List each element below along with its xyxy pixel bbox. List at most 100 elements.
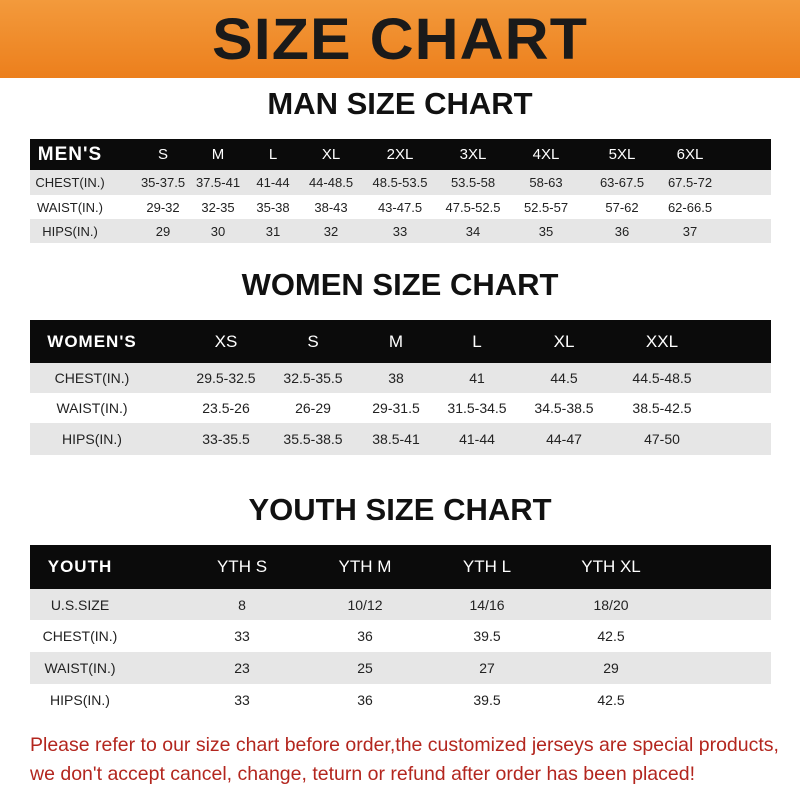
notice-line-2: we don't accept cancel, change, teturn o… xyxy=(30,763,695,785)
table-row: HIPS(IN.) 29 30 31 32 33 34 35 36 37 xyxy=(30,219,771,243)
size-header-cell: 4XL xyxy=(532,146,560,163)
table-row: WAIST(IN.) 23 25 27 29 xyxy=(30,652,771,684)
header-row: MEN'S S M L XL 2XL 3XL 4XL 5XL 6XL xyxy=(30,139,771,170)
size-header-cell: 2XL xyxy=(386,146,414,163)
value-cell: 36 xyxy=(357,628,373,644)
value-cell: 23 xyxy=(234,660,250,676)
value-cell: 62-66.5 xyxy=(667,199,713,215)
size-header-cell: YTH S xyxy=(216,557,268,576)
value-cell: 33-35.5 xyxy=(202,431,250,447)
value-cell: 18/20 xyxy=(593,596,629,613)
value-cell: 42.5 xyxy=(597,692,625,708)
value-cell: 47.5-52.5 xyxy=(445,199,501,215)
value-cell: 63-67.5 xyxy=(599,175,645,190)
size-header-cell: M xyxy=(388,331,404,351)
value-cell: 35.5-38.5 xyxy=(283,431,343,447)
row-label: HIPS(IN.) xyxy=(62,431,122,447)
value-cell: 34 xyxy=(465,223,481,239)
value-cell: 31 xyxy=(265,223,281,239)
value-cell: 34.5-38.5 xyxy=(534,400,594,416)
notice-line-1: Please refer to our size chart before or… xyxy=(30,734,779,756)
row-label: CHEST(IN.) xyxy=(42,628,118,644)
size-chart-banner: SIZE CHART xyxy=(0,0,800,78)
value-cell: 44.5 xyxy=(550,370,578,386)
table-row: CHEST(IN.) 35-37.5 37.5-41 41-44 44-48.5 48.5… xyxy=(30,170,771,195)
value-cell: 36 xyxy=(357,692,373,708)
row-label: WAIST(IN.) xyxy=(44,660,116,676)
row-label: U.S.SIZE xyxy=(50,596,110,613)
value-cell: 32 xyxy=(323,223,339,239)
youth-chart-title: YOUTH SIZE CHART xyxy=(248,492,552,527)
value-cell: 44.5-48.5 xyxy=(632,370,692,386)
table-row: HIPS(IN.) 33-35.5 35.5-38.5 38.5-41 41-44 44-… xyxy=(30,423,771,455)
women-chart-title: WOMEN SIZE CHART xyxy=(241,267,559,302)
value-cell: 48.5-53.5 xyxy=(372,175,428,190)
men-chart-title: MAN SIZE CHART xyxy=(267,86,533,121)
value-cell: 31.5-34.5 xyxy=(447,400,507,416)
value-cell: 57-62 xyxy=(605,199,639,215)
size-header-cell: S xyxy=(307,331,319,351)
value-cell: 37.5-41 xyxy=(195,175,241,190)
row-label: HIPS(IN.) xyxy=(42,223,98,239)
value-cell: 58-63 xyxy=(529,175,563,190)
value-cell: 44-48.5 xyxy=(308,175,354,190)
value-cell: 41 xyxy=(469,370,485,386)
value-cell: 47-50 xyxy=(644,431,680,447)
value-cell: 23.5-26 xyxy=(202,400,250,416)
row-label: CHEST(IN.) xyxy=(54,370,130,386)
table-title-cell: YOUTH xyxy=(47,557,113,576)
table-row: HIPS(IN.) 33 36 39.5 42.5 xyxy=(30,684,771,716)
value-cell: 38.5-41 xyxy=(372,431,420,447)
value-cell: 39.5 xyxy=(473,628,501,644)
size-header-cell: XS xyxy=(214,331,238,351)
value-cell: 35-37.5 xyxy=(140,175,186,190)
table-row: WAIST(IN.) 29-32 32-35 35-38 38-43 43-47.5 47.… xyxy=(30,195,771,219)
value-cell: 42.5 xyxy=(597,628,625,644)
value-cell: 67.5-72 xyxy=(667,175,713,190)
size-header-cell: L xyxy=(268,146,278,163)
value-cell: 44-47 xyxy=(546,431,582,447)
table-row: CHEST(IN.) 29.5-32.5 32.5-35.5 38 41 44.5 44.5… xyxy=(30,363,771,393)
value-cell: 10/12 xyxy=(347,596,383,613)
size-header-cell: L xyxy=(472,331,482,351)
value-cell: 36 xyxy=(614,223,630,239)
value-cell: 14/16 xyxy=(469,596,505,613)
value-cell: 32.5-35.5 xyxy=(283,370,343,386)
value-cell: 37 xyxy=(682,223,698,239)
size-header-cell: XXL xyxy=(645,331,679,351)
size-header-cell: 3XL xyxy=(459,146,487,163)
value-cell: 29 xyxy=(155,223,171,239)
size-header-cell: 6XL xyxy=(676,146,704,163)
value-cell: 26-29 xyxy=(295,400,331,416)
value-cell: 53.5-58 xyxy=(450,175,496,190)
row-label: CHEST(IN.) xyxy=(35,175,105,190)
value-cell: 27 xyxy=(479,660,495,676)
table-row: CHEST(IN.) 33 36 39.5 42.5 xyxy=(30,620,771,652)
header-row: WOMEN'S XS S M L XL XXL xyxy=(30,320,771,363)
value-cell: 35 xyxy=(538,223,554,239)
value-cell: 33 xyxy=(392,223,408,239)
size-header-cell: YTH M xyxy=(338,557,392,576)
row-label: WAIST(IN.) xyxy=(56,400,128,416)
size-header-cell: S xyxy=(157,146,169,163)
size-header-cell: XL xyxy=(321,146,341,163)
value-cell: 29-32 xyxy=(146,199,180,215)
value-cell: 41-44 xyxy=(459,431,495,447)
value-cell: 52.5-57 xyxy=(523,199,569,215)
header-row: YOUTH YTH S YTH M YTH L YTH XL xyxy=(30,545,771,589)
value-cell: 39.5 xyxy=(473,692,501,708)
value-cell: 25 xyxy=(357,660,373,676)
table-title-cell: WOMEN'S xyxy=(47,331,137,351)
size-header-cell: M xyxy=(211,146,225,163)
banner-title: SIZE CHART xyxy=(212,6,588,72)
value-cell: 29 xyxy=(603,660,619,676)
value-cell: 38 xyxy=(388,370,404,386)
size-header-cell: YTH XL xyxy=(581,557,641,576)
row-label: WAIST(IN.) xyxy=(37,199,103,215)
value-cell: 33 xyxy=(234,628,250,644)
value-cell: 38-43 xyxy=(314,199,348,215)
value-cell: 33 xyxy=(234,692,250,708)
row-label: HIPS(IN.) xyxy=(50,692,110,708)
value-cell: 38.5-42.5 xyxy=(632,400,692,416)
value-cell: 43-47.5 xyxy=(377,199,423,215)
